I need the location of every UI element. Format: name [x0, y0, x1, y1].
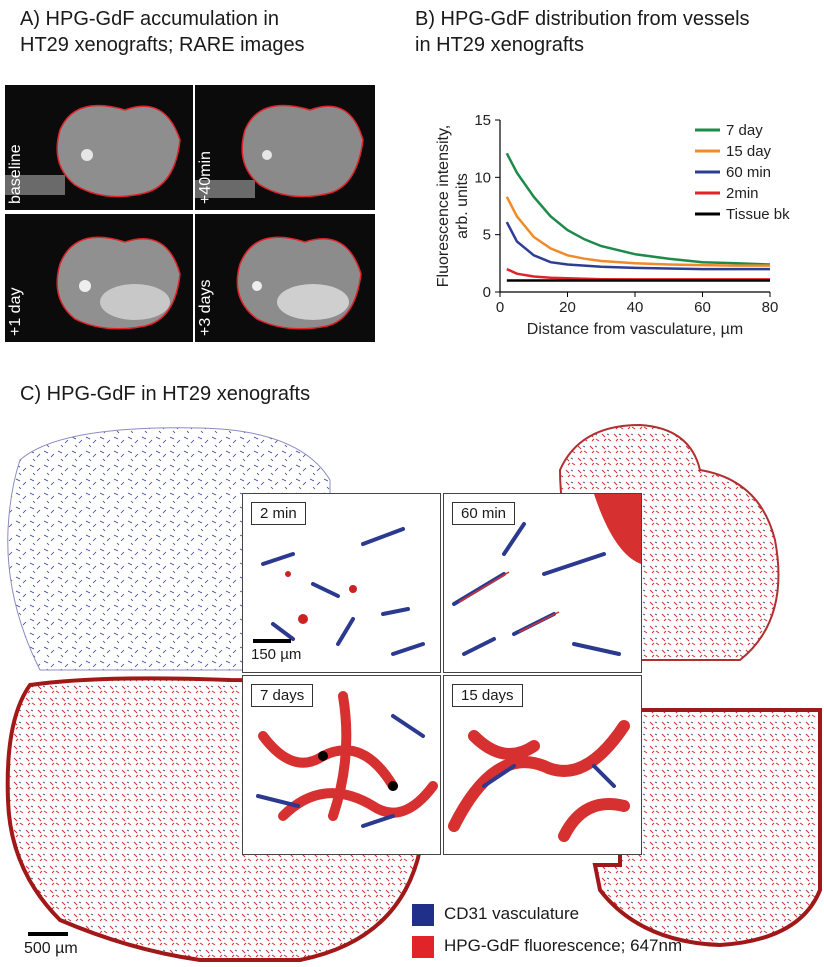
tile-label: 2 min [251, 502, 306, 525]
y-tick-label: 10 [474, 169, 491, 186]
mri-label: baseline [7, 144, 24, 204]
panel-c-title: C) HPG-GdF in HT29 xenografts [20, 383, 311, 405]
legend-label: 7 day [726, 122, 763, 139]
y-axis-label: Fluorescence intensity, arb. units [435, 125, 471, 287]
mri-image-1day: +1 day [5, 214, 193, 342]
panel-a-title: A) HPG-GdF accumulation in HT29 xenograf… [20, 8, 305, 56]
x-tick-label: 60 [694, 299, 711, 316]
section-scale-bar [28, 932, 68, 936]
legend-label: 2min [726, 185, 759, 202]
legend-label: 60 min [726, 164, 771, 181]
y-tick-label: 0 [483, 284, 491, 301]
distribution-chart: 0 20 40 60 80 0 5 10 15 Distance from vasculature… [435, 112, 790, 338]
tile-label: 60 min [452, 502, 516, 525]
y-tick-label: 5 [483, 227, 491, 244]
tile-label: 7 days [251, 684, 314, 707]
x-tick-label: 80 [762, 299, 779, 316]
tumor-outline [56, 104, 181, 198]
series-line-2min [506, 267, 770, 281]
section-15days [592, 708, 822, 948]
tumor-outline [241, 104, 364, 198]
section-scale-bar-label: 500 µm [24, 940, 78, 957]
legend-label-hpg: HPG-GdF fluorescence; 647nm [444, 936, 683, 955]
x-tick-label: 0 [496, 299, 504, 316]
tile-2min: 2 min 150 µm [242, 493, 441, 673]
x-tick-label: 40 [627, 299, 644, 316]
tile-scale-bar-label: 150 µm [251, 646, 302, 663]
mri-image-3days: +3 days [195, 214, 375, 342]
mri-image-baseline: baseline [5, 85, 193, 210]
scale-bar [253, 639, 291, 643]
mri-image-40min: +40min [195, 85, 375, 210]
panel-b-title: B) HPG-GdF distribution from vessels in … [415, 8, 750, 56]
legend-label: 15 day [726, 143, 772, 160]
tile-60min: 60 min [443, 493, 642, 673]
mri-label: +1 day [7, 287, 24, 336]
legend-swatch-cd31 [412, 904, 434, 926]
legend-label: Tissue bk [726, 206, 790, 223]
tile-7days: 7 days [242, 675, 441, 855]
x-axis-label: Distance from vasculature, µm [527, 321, 743, 338]
series-line-7-day [505, 152, 771, 266]
mri-label: +40min [197, 151, 214, 204]
tile-15days: 15 days [443, 675, 642, 855]
series-line-60-min [505, 221, 770, 271]
series-line-15-day [505, 196, 770, 267]
tile-label: 15 days [452, 684, 523, 707]
legend-swatch-hpg [412, 936, 434, 958]
x-tick-label: 20 [559, 299, 576, 316]
mri-label: +3 days [197, 279, 214, 336]
y-tick-label: 15 [474, 112, 491, 129]
legend-label-cd31: CD31 vasculature [444, 904, 580, 923]
